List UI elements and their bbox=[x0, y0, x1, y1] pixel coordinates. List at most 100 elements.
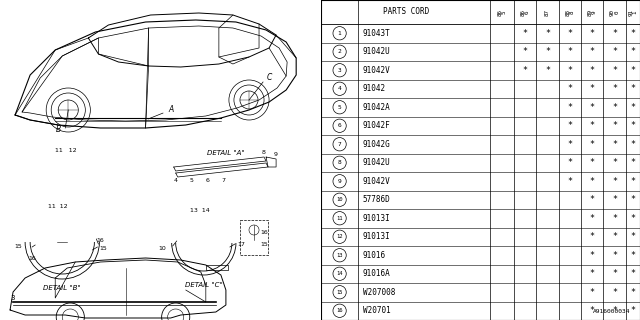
Text: *: * bbox=[568, 29, 572, 38]
Text: 16: 16 bbox=[97, 237, 104, 243]
Text: *: * bbox=[630, 232, 636, 241]
Text: 91042V: 91042V bbox=[363, 66, 390, 75]
Text: *: * bbox=[523, 66, 528, 75]
Text: 8: 8 bbox=[338, 160, 342, 165]
Text: W20701: W20701 bbox=[363, 306, 390, 315]
Text: B: B bbox=[56, 125, 61, 134]
Text: *: * bbox=[568, 66, 572, 75]
Text: 9: 9 bbox=[274, 153, 278, 157]
Text: *: * bbox=[630, 140, 636, 149]
Text: *: * bbox=[612, 103, 617, 112]
Text: 15: 15 bbox=[337, 290, 343, 295]
Text: *: * bbox=[523, 29, 528, 38]
Text: *: * bbox=[589, 214, 595, 223]
Text: W207008: W207008 bbox=[363, 288, 395, 297]
Text: 91042V: 91042V bbox=[363, 177, 390, 186]
Text: 15: 15 bbox=[260, 243, 268, 247]
Text: *: * bbox=[612, 121, 617, 130]
Text: *: * bbox=[612, 177, 617, 186]
Text: *: * bbox=[545, 47, 550, 56]
Text: 91043T: 91043T bbox=[363, 29, 390, 38]
Text: *: * bbox=[589, 158, 595, 167]
Text: C: C bbox=[266, 74, 272, 83]
Text: *: * bbox=[545, 66, 550, 75]
Text: 8: 8 bbox=[262, 150, 266, 156]
Text: *: * bbox=[630, 66, 636, 75]
Text: 3: 3 bbox=[10, 295, 15, 301]
Text: 5: 5 bbox=[338, 105, 342, 110]
Text: *: * bbox=[568, 177, 572, 186]
Text: A916000034: A916000034 bbox=[593, 308, 630, 314]
Text: *: * bbox=[630, 195, 636, 204]
Text: 91016A: 91016A bbox=[363, 269, 390, 278]
Text: *: * bbox=[630, 214, 636, 223]
Text: 13: 13 bbox=[337, 253, 343, 258]
Text: *: * bbox=[568, 84, 572, 93]
Text: *: * bbox=[589, 103, 595, 112]
Text: 86
5: 86 5 bbox=[497, 9, 507, 15]
Text: 9: 9 bbox=[338, 179, 342, 184]
Text: *: * bbox=[545, 29, 550, 38]
Text: 91042: 91042 bbox=[363, 84, 386, 93]
Text: *: * bbox=[612, 306, 617, 315]
Text: 16: 16 bbox=[28, 255, 36, 260]
Text: 91013I: 91013I bbox=[363, 232, 390, 241]
Text: 4: 4 bbox=[338, 86, 342, 91]
Text: *: * bbox=[589, 121, 595, 130]
Text: *: * bbox=[630, 251, 636, 260]
Text: 13  14: 13 14 bbox=[190, 207, 210, 212]
Text: *: * bbox=[589, 251, 595, 260]
Text: *: * bbox=[612, 232, 617, 241]
Text: 11   12: 11 12 bbox=[55, 148, 77, 153]
Text: *: * bbox=[589, 140, 595, 149]
Text: *: * bbox=[612, 66, 617, 75]
Text: *: * bbox=[589, 66, 595, 75]
Text: DETAIL "A": DETAIL "A" bbox=[207, 150, 244, 156]
Text: 11  12: 11 12 bbox=[49, 204, 68, 210]
Text: 7: 7 bbox=[222, 179, 226, 183]
Text: *: * bbox=[630, 121, 636, 130]
Text: DETAIL "C": DETAIL "C" bbox=[185, 282, 223, 288]
Text: *: * bbox=[630, 158, 636, 167]
Text: 89
9: 89 9 bbox=[588, 9, 597, 15]
Text: PARTS CORD: PARTS CORD bbox=[383, 7, 429, 17]
Text: 2: 2 bbox=[338, 49, 342, 54]
Text: *: * bbox=[612, 140, 617, 149]
Text: 15: 15 bbox=[99, 245, 107, 251]
Text: *: * bbox=[612, 84, 617, 93]
Text: 7: 7 bbox=[338, 142, 342, 147]
Text: *: * bbox=[612, 269, 617, 278]
Text: 14: 14 bbox=[337, 271, 343, 276]
Text: *: * bbox=[630, 29, 636, 38]
Text: 91013I: 91013I bbox=[363, 214, 390, 223]
Text: *: * bbox=[630, 47, 636, 56]
Text: 91042A: 91042A bbox=[363, 103, 390, 112]
Text: *: * bbox=[568, 140, 572, 149]
Text: 91042G: 91042G bbox=[363, 140, 390, 149]
Text: 88
8: 88 8 bbox=[565, 9, 575, 15]
Text: 87: 87 bbox=[545, 9, 550, 15]
Text: 90
0: 90 0 bbox=[610, 9, 620, 15]
Text: *: * bbox=[630, 269, 636, 278]
Text: *: * bbox=[589, 29, 595, 38]
Text: 6: 6 bbox=[338, 123, 342, 128]
Text: 91042U: 91042U bbox=[363, 158, 390, 167]
Text: *: * bbox=[612, 251, 617, 260]
Text: DETAIL "B": DETAIL "B" bbox=[44, 285, 81, 291]
Text: 16: 16 bbox=[337, 308, 343, 313]
Text: *: * bbox=[630, 177, 636, 186]
Text: *: * bbox=[589, 269, 595, 278]
Text: 4: 4 bbox=[173, 179, 178, 183]
Text: 5: 5 bbox=[190, 179, 194, 183]
Text: 17: 17 bbox=[237, 243, 245, 247]
Text: *: * bbox=[612, 158, 617, 167]
Text: *: * bbox=[589, 177, 595, 186]
Text: *: * bbox=[568, 103, 572, 112]
Text: *: * bbox=[589, 84, 595, 93]
Text: 57786D: 57786D bbox=[363, 195, 390, 204]
Text: *: * bbox=[589, 232, 595, 241]
Text: 10: 10 bbox=[337, 197, 343, 202]
Text: 16: 16 bbox=[260, 229, 268, 235]
Text: *: * bbox=[589, 47, 595, 56]
Text: *: * bbox=[568, 158, 572, 167]
